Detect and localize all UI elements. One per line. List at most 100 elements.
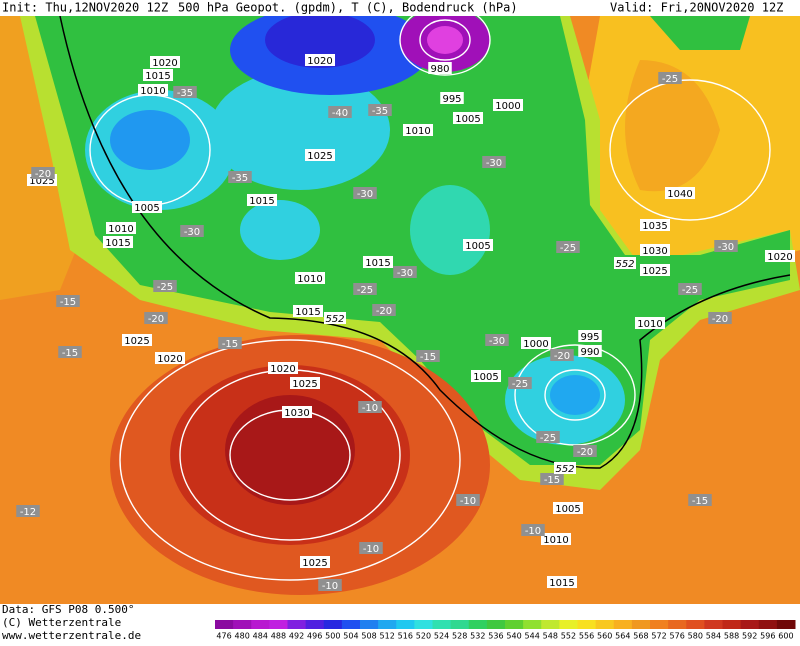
temperature-label-box (573, 445, 597, 457)
colorbar-label: 476 (216, 632, 231, 641)
colorbar-swatch (341, 620, 361, 629)
colorbar-swatch (686, 620, 705, 629)
isobar-label: 1020 (152, 58, 177, 69)
colorbar-label: 484 (253, 632, 268, 641)
temperature-label-box (536, 431, 560, 443)
isobar-label: 1005 (465, 241, 490, 252)
isobar-label-box (143, 69, 173, 81)
colorbar-label: 488 (271, 632, 286, 641)
colorbar-swatch (722, 620, 742, 629)
colorbar-swatch (559, 620, 578, 629)
isobar-label: 1025 (302, 558, 327, 569)
isobar-label: 1025 (29, 176, 54, 187)
temperature-label-box (353, 187, 377, 199)
colorbar-swatch (396, 620, 415, 629)
valid-time: Valid: Fri,20NOV2020 12Z (610, 1, 783, 15)
colorbar-label: 596 (760, 632, 775, 641)
temperature-label: -20 (35, 169, 51, 180)
isobar-label-box (150, 56, 180, 68)
colorbar-label: 576 (670, 632, 685, 641)
isobar-label: 1010 (405, 126, 430, 137)
temperature-label-box (688, 494, 712, 506)
colorbar-label: 560 (597, 632, 612, 641)
colorbar-swatch (323, 620, 343, 629)
temperature-label-box (658, 72, 682, 84)
colorbar-swatch (233, 620, 252, 629)
isobar-label-box (155, 352, 185, 364)
temperature-label: -35 (372, 106, 388, 117)
isobar-label: 1015 (249, 196, 274, 207)
isobar-label: 1020 (767, 252, 792, 263)
isobar-label: 990 (580, 347, 599, 358)
colorbar-swatch (740, 620, 760, 629)
temperature-label: -20 (376, 306, 392, 317)
colorbar-label: 572 (651, 632, 666, 641)
temperature-label: -20 (712, 314, 728, 325)
temperature-label: -25 (682, 285, 698, 296)
temperature-label-box (16, 505, 40, 517)
map-labels: 1020 1015 1010 1020 980 995 1005 1000 1010 1025 10… (16, 54, 795, 592)
isobar-label-box (640, 219, 670, 231)
temperature-label-box (456, 494, 480, 506)
colorbar-swatch (432, 620, 452, 629)
map-field (0, 4, 800, 604)
isobar-label: 1025 (307, 151, 332, 162)
temperature-label: -15 (62, 348, 78, 359)
colorbar-swatch (577, 620, 597, 629)
temperature-label-box (328, 106, 352, 118)
contour-label: 552 (615, 259, 634, 270)
isobar-label-box (428, 62, 452, 74)
temperature-label-box (368, 104, 392, 116)
temperature-label: -10 (322, 581, 338, 592)
isobar-label-box (305, 54, 335, 66)
temperature-label-box (180, 225, 204, 237)
temperature-label: -25 (157, 282, 173, 293)
temperature-label-box (550, 349, 574, 361)
isobar-label-box (453, 112, 483, 124)
colorbar-swatch (650, 620, 669, 629)
isobar-label-box (471, 370, 501, 382)
colorbar-label: 508 (361, 632, 376, 641)
temperature-label: -15 (544, 475, 560, 486)
colorbar-label: 516 (398, 632, 413, 641)
data-source: Data: GFS P08 0.500° (2, 603, 134, 616)
isobar-label: 1030 (642, 246, 667, 257)
colorbar-label: 532 (470, 632, 485, 641)
isobar-label-box (282, 406, 312, 418)
isobar-label: 1005 (555, 504, 580, 515)
colorbar-swatch (287, 620, 307, 629)
isobar-label: 1015 (105, 238, 130, 249)
website: www.wetterzentrale.de (2, 629, 141, 642)
temperature-label: -30 (486, 158, 502, 169)
isobar-label: 1000 (523, 339, 548, 350)
copyright: (C) Wetterzentrale (2, 616, 121, 629)
isobar-label: 1000 (495, 101, 520, 112)
temperature-label-box (31, 167, 55, 179)
colorbar-label: 524 (434, 632, 449, 641)
temperature-label-box (173, 86, 197, 98)
temperature-label: -10 (525, 526, 541, 537)
isobar-label-box (295, 272, 325, 284)
isobar-label-box (463, 239, 493, 251)
isobar-label: 1025 (124, 336, 149, 347)
isobar-label-box (103, 236, 133, 248)
colorbar-label: 592 (742, 632, 757, 641)
colorbar-swatch (450, 620, 470, 629)
temperature-label-box (416, 350, 440, 362)
isobar-label: 1020 (307, 56, 332, 67)
isobar-label: 1040 (667, 189, 692, 200)
temperature-label-box (358, 401, 382, 413)
colorbar-label: 500 (325, 632, 340, 641)
isobar-label-box (305, 149, 335, 161)
temperature-label: -12 (20, 507, 36, 518)
colorbar-swatch (613, 620, 633, 629)
temperature-label: -25 (357, 285, 373, 296)
colorbar-label: 492 (289, 632, 304, 641)
isobar-label-box (300, 556, 330, 568)
colorbar-label: 540 (506, 632, 521, 641)
colorbar: 476 480 484 488 492 496 500 504 508 512 516 520 524 5… (215, 620, 796, 641)
colorbar-swatch (251, 620, 270, 629)
temperature-label-box (353, 283, 377, 295)
map-title: 500 hPa Geopot. (gpdm), T (C), Bodendruc… (178, 1, 518, 15)
